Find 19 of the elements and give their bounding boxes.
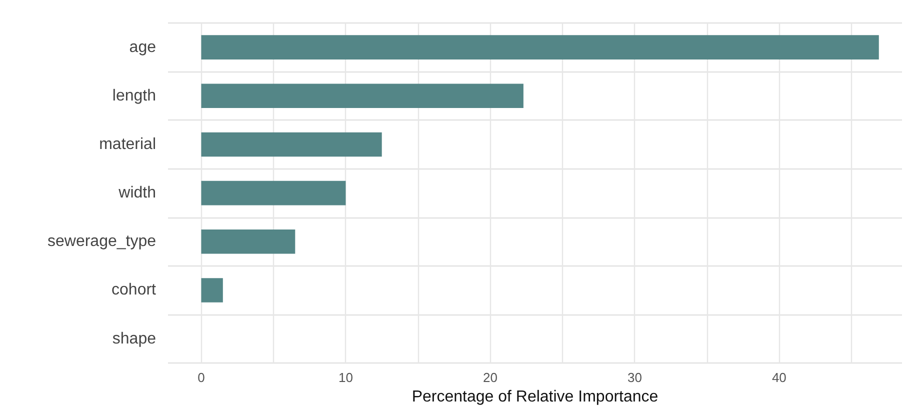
bar — [201, 229, 296, 254]
y-tick-label: cohort — [112, 282, 157, 299]
bar — [201, 132, 382, 157]
y-tick-label: length — [112, 87, 156, 104]
x-tick-label: 10 — [338, 370, 353, 386]
bar — [201, 180, 346, 206]
bar — [201, 84, 524, 108]
bar — [201, 278, 223, 302]
y-tick-label: shape — [112, 330, 156, 348]
x-axis-title: Percentage of Relative Importance — [412, 388, 658, 406]
bar — [201, 35, 879, 60]
y-tick-label: sewerage_type — [47, 233, 156, 250]
x-tick-label: 30 — [627, 370, 642, 386]
y-tick-label: material — [99, 136, 156, 153]
x-tick-label: 0 — [198, 370, 205, 386]
y-tick-label: width — [118, 184, 156, 202]
x-tick-label: 40 — [772, 370, 786, 386]
y-tick-label: age — [129, 38, 156, 56]
x-tick-label: 20 — [482, 370, 498, 386]
